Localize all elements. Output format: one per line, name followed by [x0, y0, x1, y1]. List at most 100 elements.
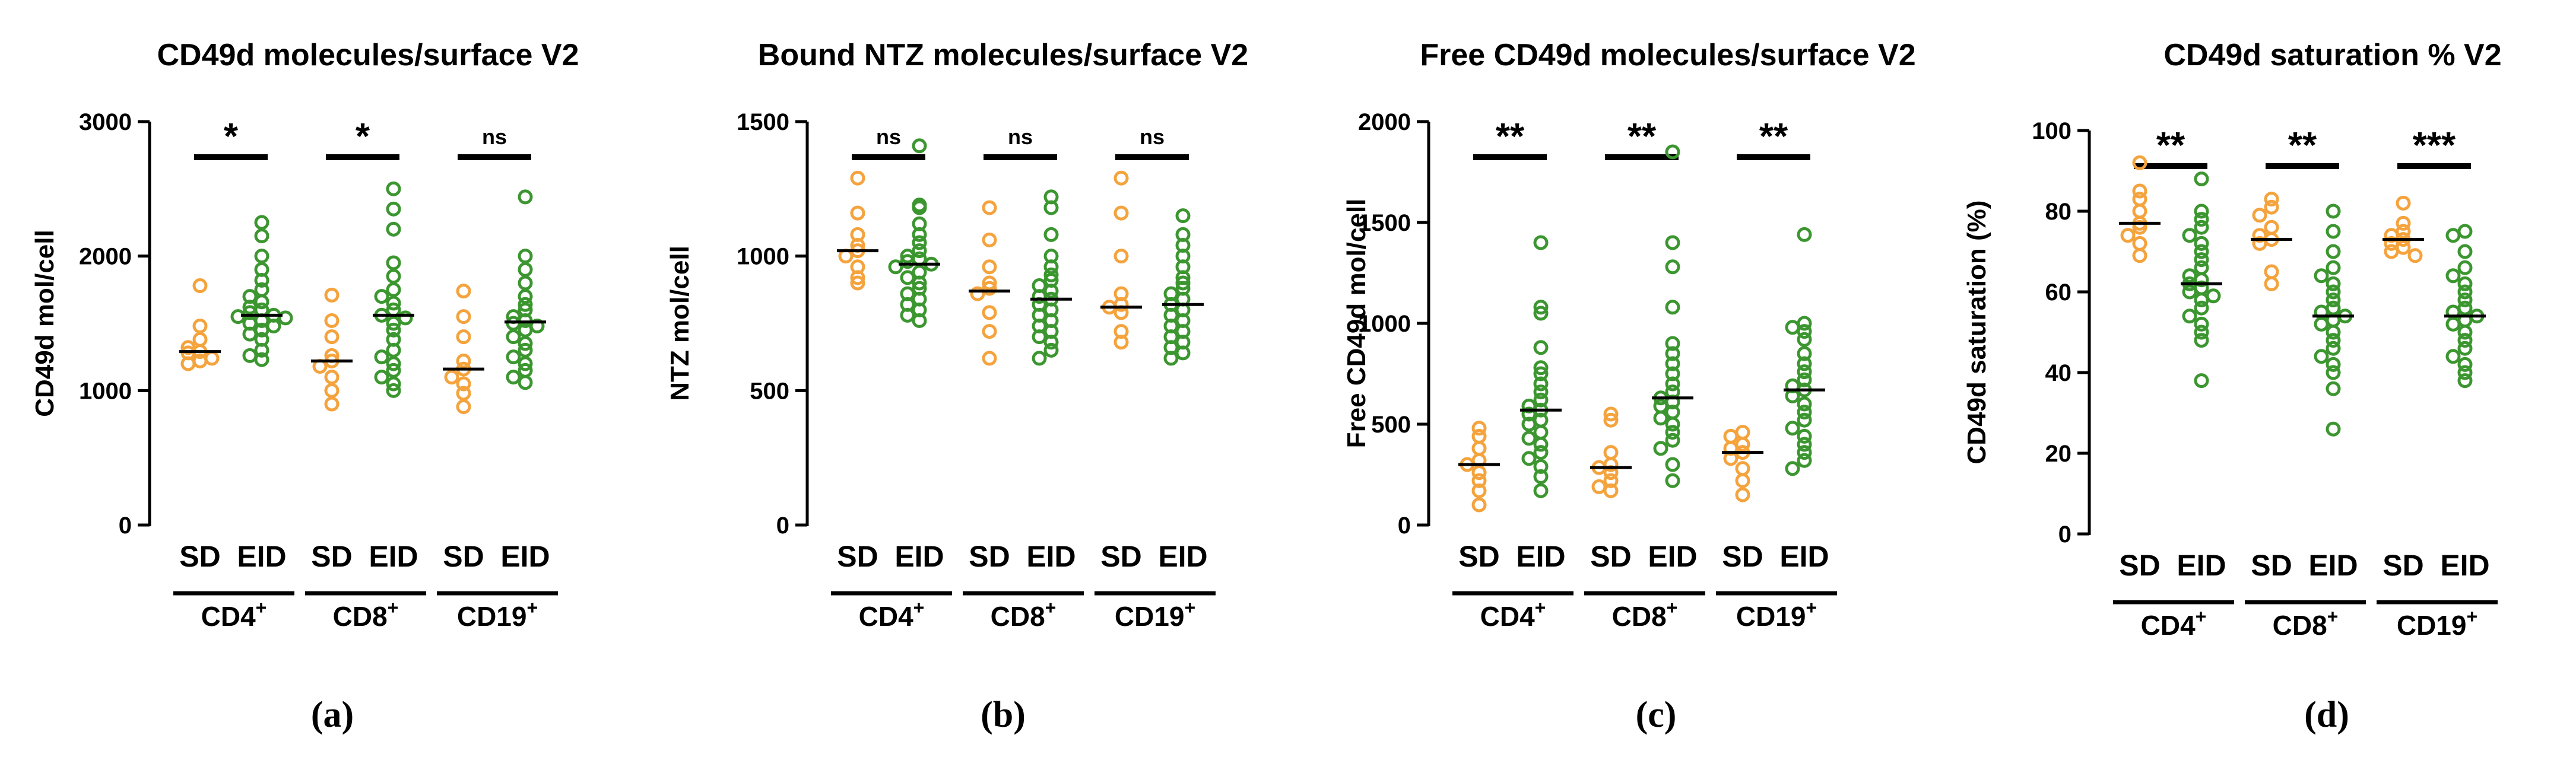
group-label-text: CD19 [457, 601, 527, 632]
y-tick-label: 3000 [79, 109, 132, 135]
data-point [518, 275, 533, 291]
data-point [204, 351, 220, 366]
series-cd4-eid [1520, 235, 1562, 498]
group-label-superscript: + [256, 597, 267, 618]
series-cd4-sd [1458, 421, 1500, 513]
data-point [1533, 483, 1549, 498]
data-point [1533, 300, 1549, 315]
data-point [242, 326, 258, 342]
data-point [2326, 357, 2341, 372]
data-point [1797, 332, 1812, 347]
data-point [506, 329, 521, 345]
data-point [1785, 461, 1800, 476]
data-point [1723, 428, 1739, 444]
data-point [2252, 208, 2267, 223]
group-label-superscript: + [2466, 606, 2477, 627]
panel-label: (b) [981, 695, 1026, 735]
data-point [2264, 220, 2279, 235]
series-cd8-eid [1030, 189, 1072, 366]
data-point [1113, 205, 1129, 221]
data-point [1043, 200, 1059, 215]
category-label-eid: EID [2308, 549, 2358, 582]
data-point [386, 282, 401, 297]
series-cd4-sd [179, 278, 221, 371]
significance-label: ns [876, 125, 901, 149]
series-cd8-sd [969, 200, 1010, 366]
data-point [518, 342, 533, 358]
data-point [2445, 228, 2461, 243]
data-point [2194, 333, 2209, 348]
data-point [254, 352, 269, 367]
data-point [1471, 497, 1487, 513]
series-cd8-eid [2312, 203, 2354, 437]
group-label-text: CD4 [1480, 601, 1535, 632]
data-point [982, 305, 997, 320]
category-label-eid: EID [1779, 540, 1829, 573]
series-cd19-sd [1100, 170, 1142, 350]
group-label-superscript: + [1667, 597, 1678, 618]
data-point [254, 249, 269, 264]
data-point [850, 270, 865, 285]
group-label: CD4+ [859, 597, 925, 632]
data-point [1797, 453, 1812, 468]
panel-label: (c) [1636, 695, 1677, 735]
data-point [1533, 340, 1549, 355]
series-cd4-eid [2181, 171, 2222, 389]
y-tick-label: 1000 [79, 378, 132, 404]
data-point [254, 294, 269, 310]
group-label-superscript: + [1045, 597, 1057, 618]
series-cd8-sd [1590, 406, 1632, 498]
data-point [506, 370, 521, 385]
data-point [242, 348, 258, 363]
data-point [912, 275, 927, 291]
data-point [1665, 300, 1680, 315]
panel-b [795, 120, 1216, 596]
data-point [2194, 325, 2209, 340]
data-point [1797, 405, 1812, 420]
data-point [2457, 244, 2473, 259]
group-label-text: CD19 [1115, 601, 1185, 632]
data-point [2326, 333, 2341, 348]
data-point [1471, 441, 1487, 456]
y-tick-label: 2000 [79, 244, 132, 270]
significance-label: *** [2413, 125, 2456, 166]
data-point [386, 181, 401, 196]
data-point [518, 262, 533, 277]
data-point [1797, 364, 1812, 380]
data-point [912, 138, 927, 154]
significance-label: ** [2156, 125, 2185, 166]
category-label-eid: EID [1648, 540, 1697, 573]
data-point [2132, 183, 2147, 199]
data-point [900, 307, 915, 323]
y-tick-label: 20 [2045, 441, 2072, 467]
data-point [1113, 335, 1129, 350]
data-point [2132, 155, 2147, 170]
data-point [982, 324, 997, 339]
data-point [2326, 244, 2341, 259]
chart-title: Bound NTZ molecules/surface V2 [758, 38, 1248, 72]
group-label-text: CD8 [991, 601, 1045, 632]
y-tick-label: 40 [2045, 360, 2072, 386]
data-point [2132, 248, 2147, 263]
data-point [518, 289, 533, 304]
series-cd8-sd [311, 287, 353, 412]
data-point [1163, 351, 1179, 366]
data-point [1032, 351, 1047, 366]
group-label-text: CD8 [2273, 610, 2327, 641]
y-tick-label: 1000 [737, 244, 789, 270]
y-tick-label: 2000 [1358, 109, 1411, 135]
series-cd19-sd [2383, 195, 2424, 263]
data-point [2326, 276, 2341, 291]
data-point [1043, 335, 1059, 350]
data-point [888, 259, 903, 275]
group-label: CD8+ [2273, 606, 2339, 641]
data-point [1797, 428, 1812, 444]
category-label-sd: SD [1722, 540, 1763, 573]
data-point [278, 310, 293, 326]
data-point [1471, 473, 1487, 488]
category-label-sd: SD [2119, 549, 2160, 582]
data-point [386, 295, 401, 311]
data-point [1533, 235, 1549, 250]
category-label-sd: SD [2383, 549, 2423, 582]
